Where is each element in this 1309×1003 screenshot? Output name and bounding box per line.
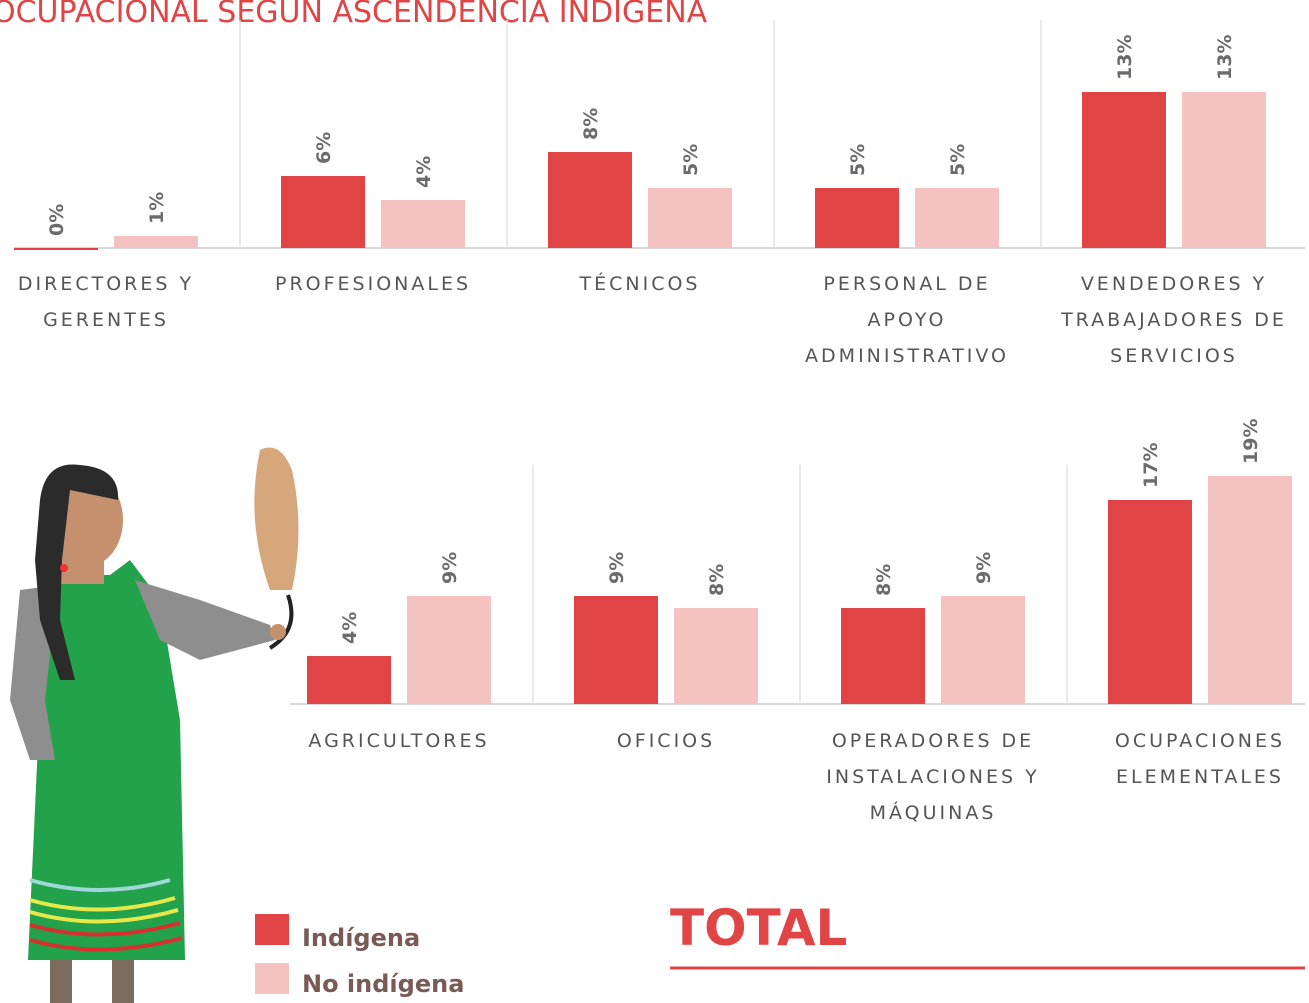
value-label: 9% <box>973 552 995 584</box>
value-label: 5% <box>847 144 869 176</box>
bar <box>915 188 999 248</box>
bar <box>281 176 365 248</box>
chart-title: OCUPACIONAL SEGÚN ASCENDENCIA INDÍGENA <box>0 0 708 30</box>
value-label: 8% <box>580 108 602 140</box>
bar <box>114 236 198 248</box>
bar <box>648 188 732 248</box>
bar <box>674 608 758 704</box>
bar <box>1182 92 1266 248</box>
value-label: 4% <box>339 612 361 644</box>
bar <box>407 596 491 704</box>
bar <box>841 608 925 704</box>
value-label: 17% <box>1140 443 1162 488</box>
category-label: PERSONAL DE APOYO ADMINISTRATIVO <box>805 273 1009 367</box>
value-label: 13% <box>1214 35 1236 80</box>
bar <box>1082 92 1166 248</box>
category-label: DIRECTORES Y GERENTES <box>17 273 195 331</box>
value-label: 5% <box>947 144 969 176</box>
category-label: OFICIOS <box>616 730 716 752</box>
category-label: PROFESIONALES <box>274 273 472 295</box>
category-label: OCUPACIONES ELEMENTALES <box>1114 730 1286 788</box>
total-heading: TOTAL <box>670 899 847 957</box>
value-label: 9% <box>439 552 461 584</box>
value-label: 0% <box>46 204 68 236</box>
bar <box>1108 500 1192 704</box>
value-label: 13% <box>1114 35 1136 80</box>
value-label: 9% <box>606 552 628 584</box>
category-label: VENDEDORES Y TRABAJADORES DE SERVICIOS <box>1061 273 1287 367</box>
value-label: 4% <box>413 156 435 188</box>
bar <box>574 596 658 704</box>
category-label: TÉCNICOS <box>579 273 701 295</box>
bar <box>815 188 899 248</box>
bar <box>381 200 465 248</box>
illustration <box>10 447 299 1003</box>
category-label: OPERADORES DE INSTALACIONES Y MÁQUINAS <box>826 730 1040 824</box>
value-label: 1% <box>146 192 168 224</box>
bar <box>14 248 98 250</box>
bar <box>1208 476 1292 704</box>
bar <box>307 656 391 704</box>
bar <box>548 152 632 248</box>
legend-swatch <box>255 914 289 945</box>
value-label: 5% <box>680 144 702 176</box>
bar <box>941 596 1025 704</box>
category-label: AGRICULTORES <box>308 730 490 752</box>
legend-swatch <box>255 963 289 994</box>
value-label: 8% <box>706 564 728 596</box>
legend-label: No indígena <box>302 970 465 998</box>
legend-label: Indígena <box>302 924 421 952</box>
value-label: 8% <box>873 564 895 596</box>
value-label: 19% <box>1240 419 1262 464</box>
value-label: 6% <box>313 132 335 164</box>
